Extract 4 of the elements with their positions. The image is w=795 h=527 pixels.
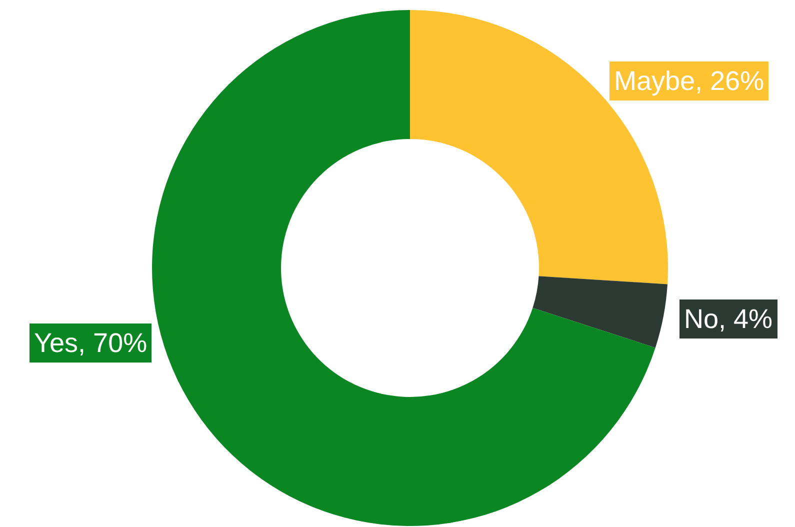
data-label: Yes, 70%: [34, 328, 148, 358]
data-label: No, 4%: [684, 304, 773, 334]
donut-slice: [532, 276, 668, 348]
data-label: Maybe, 26%: [614, 66, 764, 96]
